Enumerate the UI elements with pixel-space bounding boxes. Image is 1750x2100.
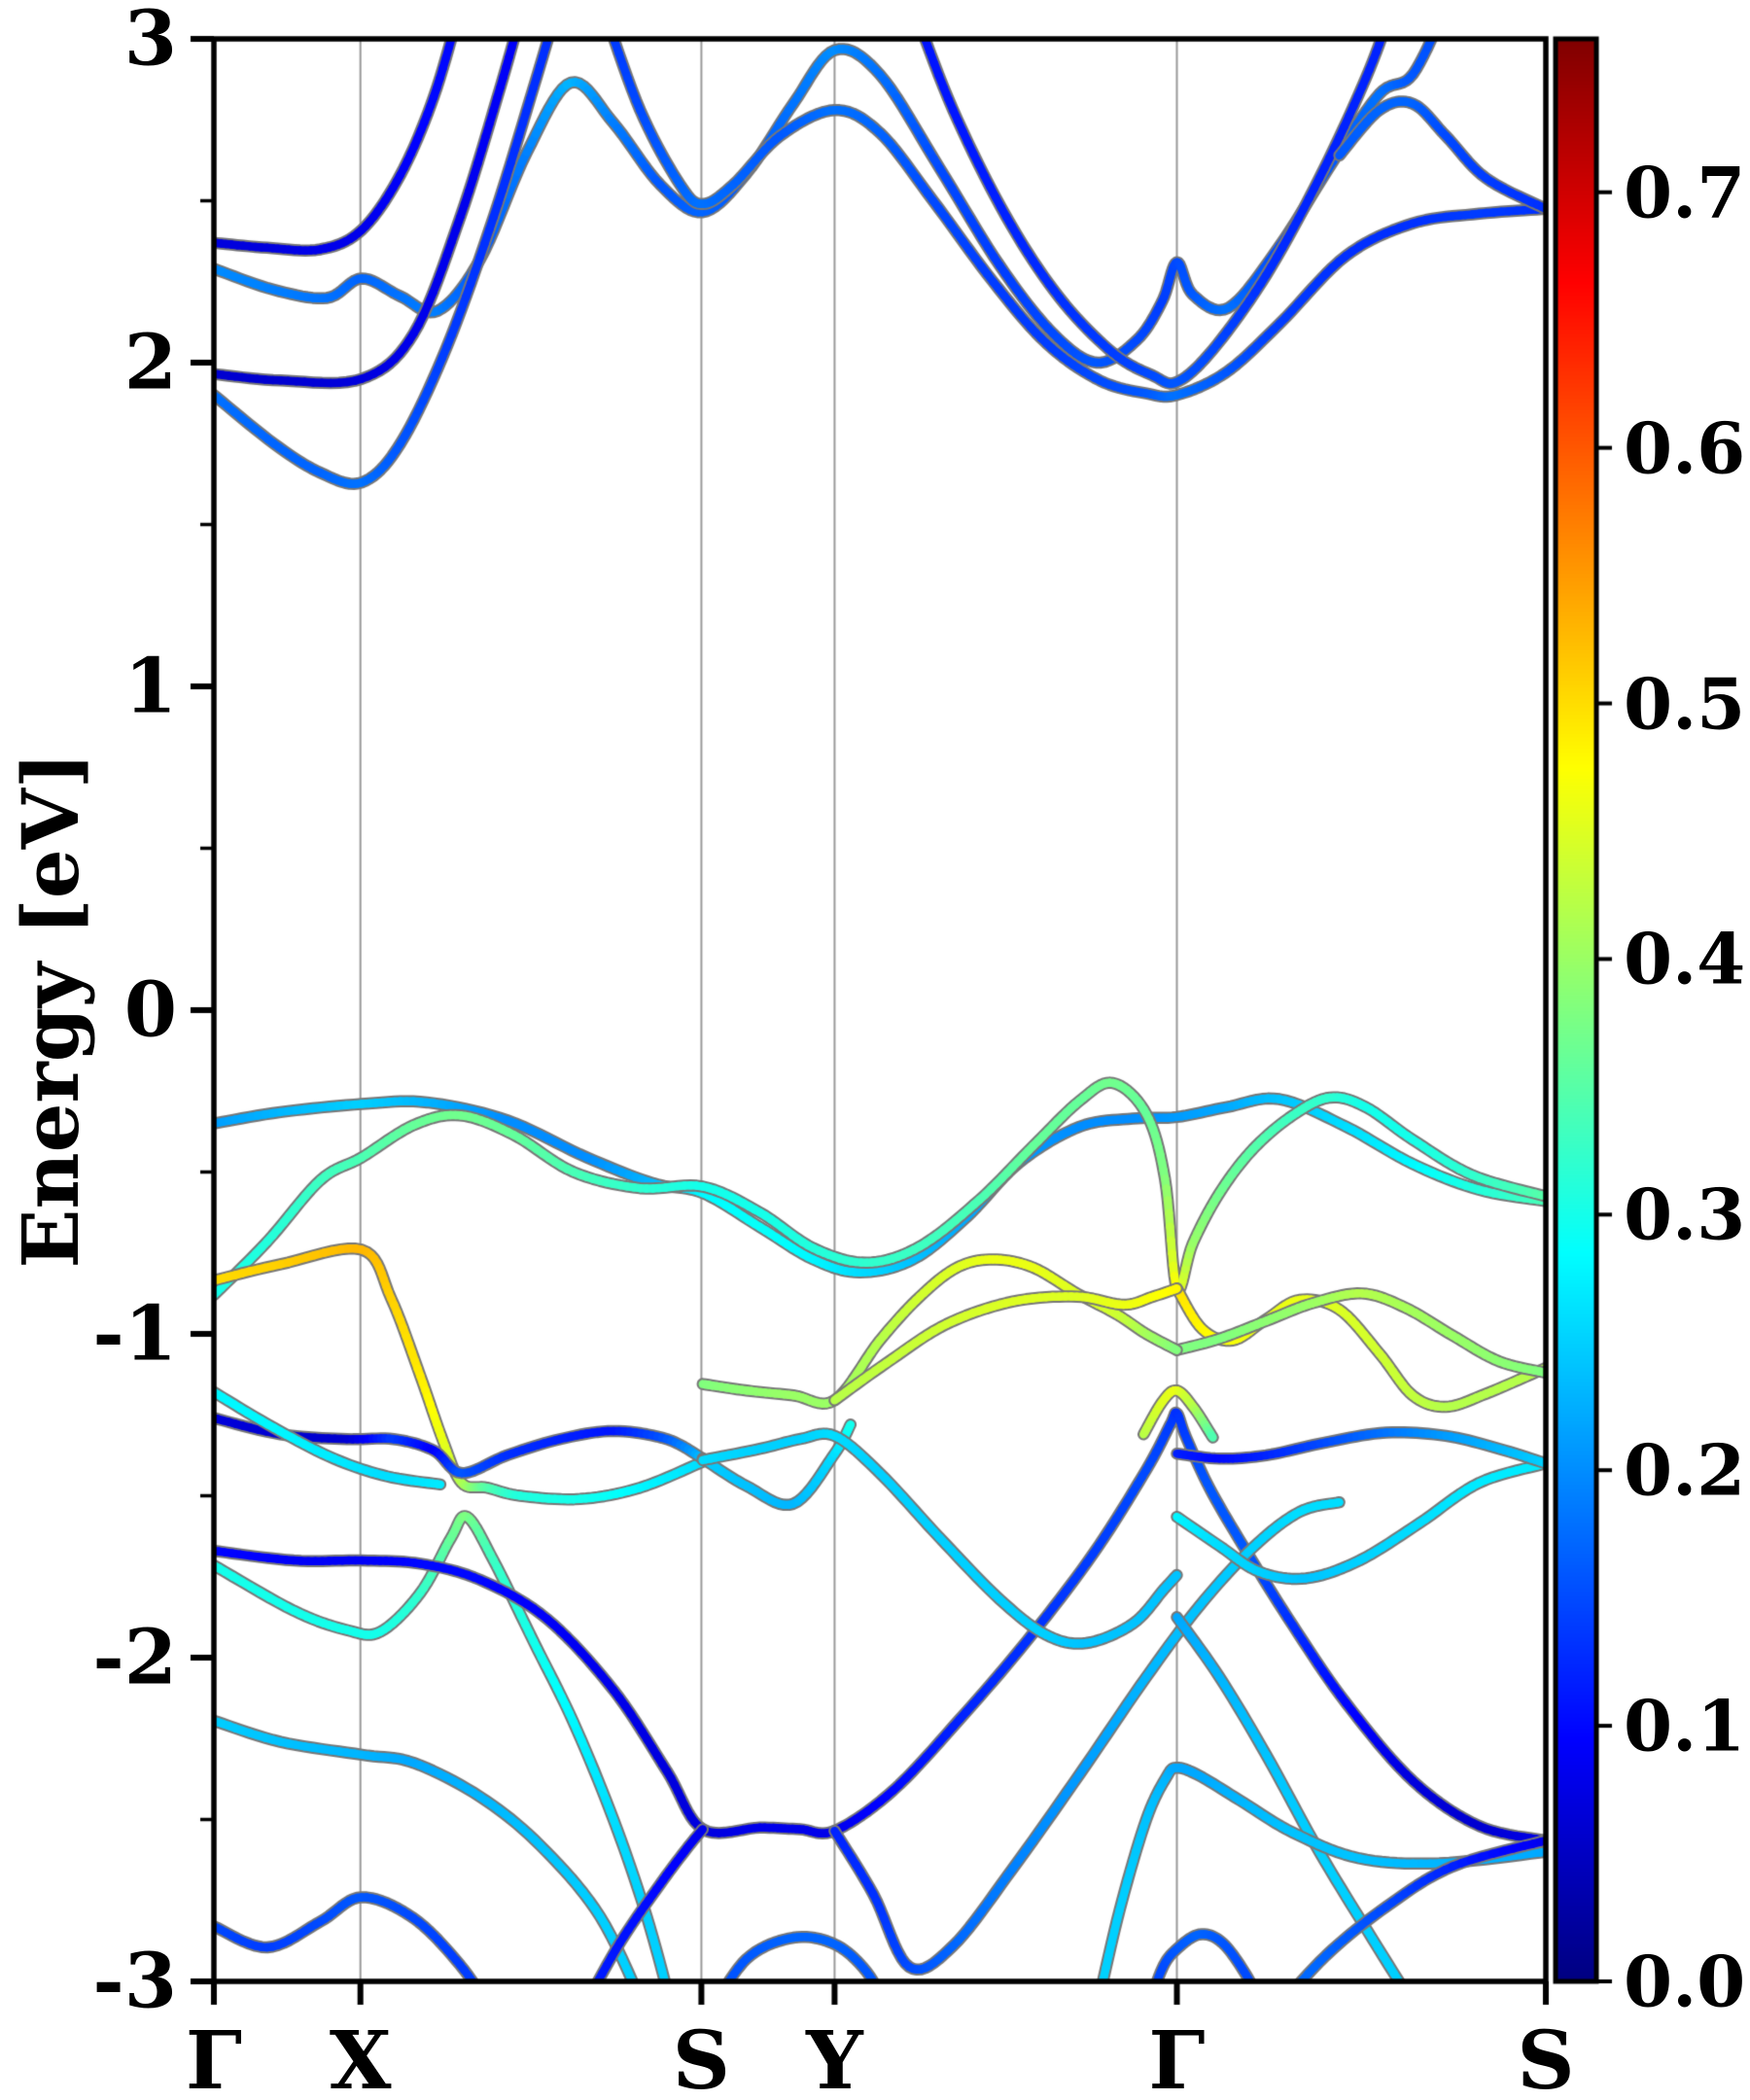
x-tick-label: Y (806, 2014, 863, 2100)
x-tick-label: X (329, 2014, 392, 2100)
colorbar-tick-label: 0.1 (1624, 1684, 1746, 1768)
y-tick-label: 1 (123, 642, 177, 731)
colorbar-tick-label: 0.0 (1624, 1940, 1746, 2023)
x-tick-label: Γ (1148, 2014, 1206, 2100)
colorbar-tick-label: 0.2 (1624, 1428, 1746, 1512)
y-tick-label: -2 (92, 1613, 177, 1702)
y-tick-label: -1 (92, 1289, 177, 1379)
y-tick-label: 3 (123, 0, 177, 84)
y-tick-label: -3 (92, 1937, 177, 2026)
x-tick-label: S (1517, 2014, 1575, 2100)
colorbar-tick-label: 0.7 (1624, 151, 1746, 234)
x-tick-label: Γ (185, 2014, 243, 2100)
y-axis-label: Energy [eV] (5, 752, 96, 1269)
y-tick-label: 2 (123, 318, 177, 407)
y-tick-label: 0 (123, 965, 177, 1055)
colorbar-tick-label: 0.3 (1624, 1172, 1746, 1256)
x-tick-label: S (672, 2014, 731, 2100)
colorbar-tick-label: 0.5 (1624, 662, 1746, 746)
colorbar-tick-label: 0.4 (1624, 917, 1746, 1000)
colorbar-tick-label: 0.6 (1624, 406, 1746, 490)
